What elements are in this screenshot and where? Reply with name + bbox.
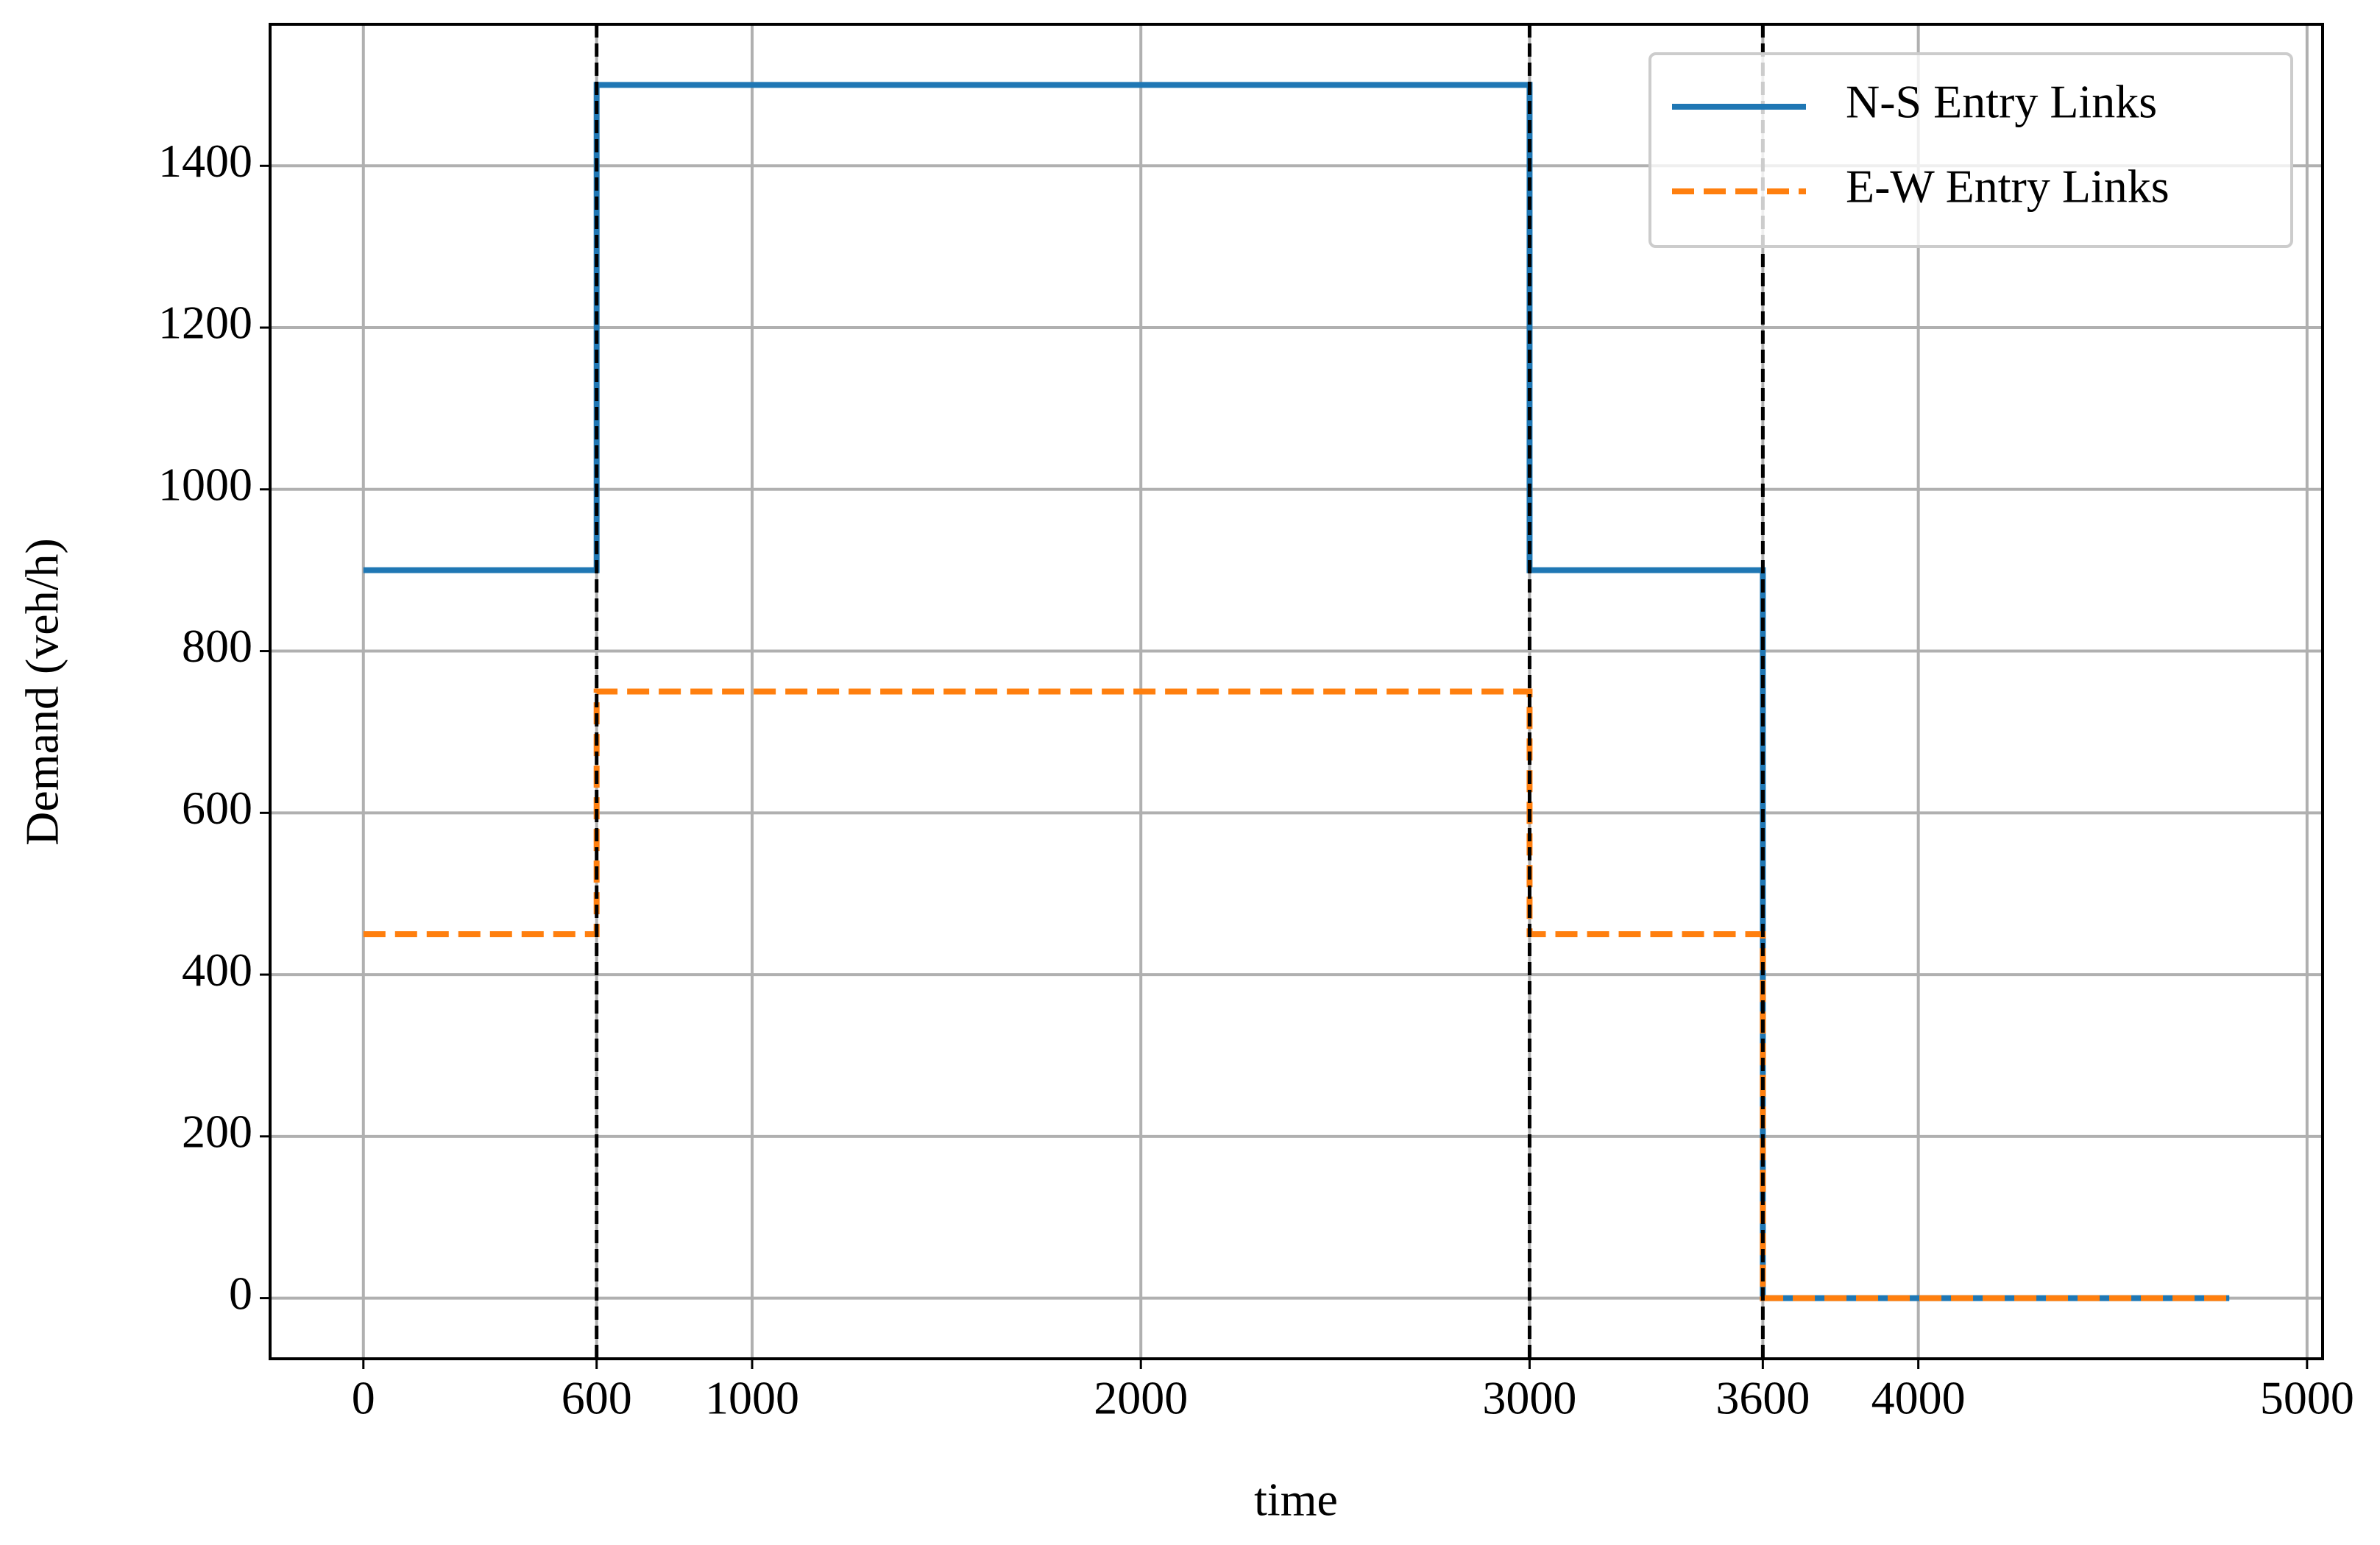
y-tick-label: 400 [182, 944, 252, 996]
y-tick-label: 1000 [158, 458, 252, 510]
y-tick-label: 0 [229, 1267, 252, 1319]
x-tick-label: 4000 [1871, 1372, 1966, 1424]
y-tick-label: 800 [182, 620, 252, 672]
x-tick-label: 5000 [2260, 1372, 2354, 1424]
y-tick-label: 1200 [158, 297, 252, 349]
legend: N-S Entry Links E-W Entry Links [1648, 52, 2293, 248]
legend-label: E-W Entry Links [1846, 160, 2170, 213]
legend-label: N-S Entry Links [1846, 76, 2157, 128]
x-tick-label: 3000 [1482, 1372, 1576, 1424]
x-tick-label: 1000 [705, 1372, 799, 1424]
x-tick-label: 600 [562, 1372, 632, 1424]
x-tick-label: 3600 [1715, 1372, 1810, 1424]
y-tick-label: 600 [182, 782, 252, 834]
x-tick-label: 2000 [1094, 1372, 1188, 1424]
x-tick-label: 0 [352, 1372, 375, 1424]
plot-frame [269, 23, 2324, 1360]
y-tick-label: 200 [182, 1106, 252, 1158]
y-tick-label: 1400 [158, 135, 252, 187]
y-axis-label: Demand (veh/h) [16, 538, 68, 846]
legend-box [1648, 52, 2293, 248]
x-axis-label: time [1254, 1474, 1338, 1526]
